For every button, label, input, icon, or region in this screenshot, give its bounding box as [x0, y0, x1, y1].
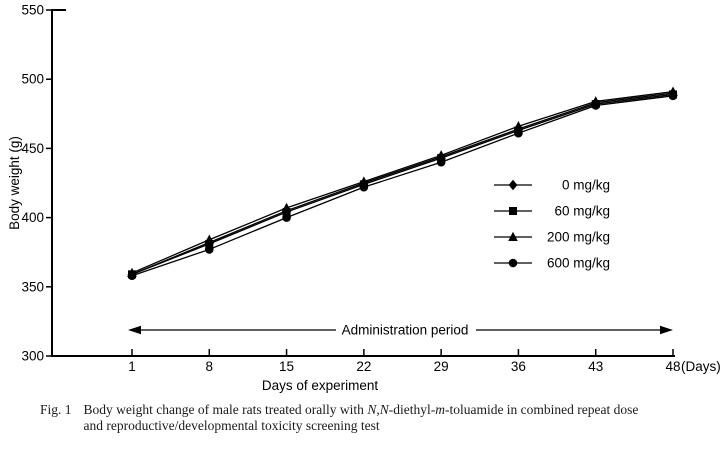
legend-label: 60 mg/kg — [554, 204, 610, 219]
legend-marker-square — [509, 207, 517, 215]
caption-line-1: Body weight change of male rats treated … — [84, 402, 710, 418]
y-tick-label: 400 — [21, 210, 44, 225]
y-tick-label: 300 — [21, 349, 44, 364]
x-tick-label: 36 — [511, 359, 526, 374]
caption-compound-italic: m — [435, 402, 445, 417]
figure-label: Fig. 1 — [40, 402, 72, 417]
series-marker-600 mg/kg — [359, 182, 369, 192]
series-line-60 mg/kg — [131, 93, 674, 275]
legend-marker-circle — [508, 258, 518, 268]
legend-label: 600 mg/kg — [547, 256, 610, 271]
y-tick-label: 500 — [21, 72, 44, 87]
series-marker-600 mg/kg — [514, 128, 523, 138]
series-line-0 mg/kg — [131, 92, 674, 275]
x-axis-title: Days of experiment — [262, 378, 379, 393]
arrow-head-right — [660, 325, 673, 335]
series-marker-600 mg/kg — [668, 91, 678, 101]
x-tick-label: 8 — [206, 359, 214, 374]
y-axis-title: Body weight (g) — [7, 136, 22, 230]
caption-line-2: and reproductive/developmental toxicity … — [83, 418, 380, 434]
series-marker-200 mg/kg — [204, 234, 215, 244]
body-weight-line-chart: 300 350 400 450 500 550 1 8 15 22 29 36 43 48 (Days) Da… — [7, 3, 721, 394]
x-tick-label: 43 — [588, 359, 603, 374]
administration-period-label: Administration period — [342, 323, 469, 338]
series-marker-600 mg/kg — [282, 213, 291, 222]
caption-text: Body weight change of male rats treated … — [84, 402, 710, 434]
series-marker-200 mg/kg — [281, 202, 292, 212]
series-marker-600 mg/kg — [591, 101, 601, 110]
series-marker-200 mg/kg — [436, 150, 446, 160]
caption-compound-italic: N,N — [367, 402, 389, 417]
series-marker-200 mg/kg — [513, 121, 524, 131]
x-tick-label: 1 — [128, 359, 136, 374]
x-tick-label: 15 — [279, 359, 294, 374]
x-tick-label: 29 — [434, 359, 449, 374]
x-axis-unit-label: (Days) — [681, 359, 721, 374]
legend-marker-diamond — [508, 179, 518, 191]
series-line-600 mg/kg — [131, 95, 674, 277]
series-marker-200 mg/kg — [359, 176, 369, 186]
series-marker-600 mg/kg — [204, 245, 214, 254]
legend-label: 0 mg/kg — [562, 178, 610, 193]
x-tick-label: 48 — [665, 359, 680, 374]
series-marker-60 mg/kg — [282, 208, 291, 217]
legend-marker-triangle — [508, 231, 518, 241]
x-tick-label: 22 — [356, 359, 371, 374]
arrow-head-left — [128, 325, 141, 335]
y-tick-label: 350 — [21, 279, 44, 294]
figure-caption: Fig. 1 Body weight change of male rats t… — [40, 402, 710, 434]
series-line-200 mg/kg — [131, 91, 674, 274]
caption-segment: -toluamide in combined repeat dose — [444, 402, 639, 417]
series-marker-600 mg/kg — [127, 271, 137, 281]
legend-label: 200 mg/kg — [547, 230, 610, 245]
series-marker-600 mg/kg — [436, 157, 446, 167]
caption-segment: Body weight change of male rats treated … — [83, 402, 368, 417]
y-tick-label: 450 — [21, 141, 44, 156]
series-marker-60 mg/kg — [205, 239, 214, 248]
y-tick-label: 550 — [21, 3, 44, 18]
caption-segment: -diethyl- — [388, 402, 436, 417]
